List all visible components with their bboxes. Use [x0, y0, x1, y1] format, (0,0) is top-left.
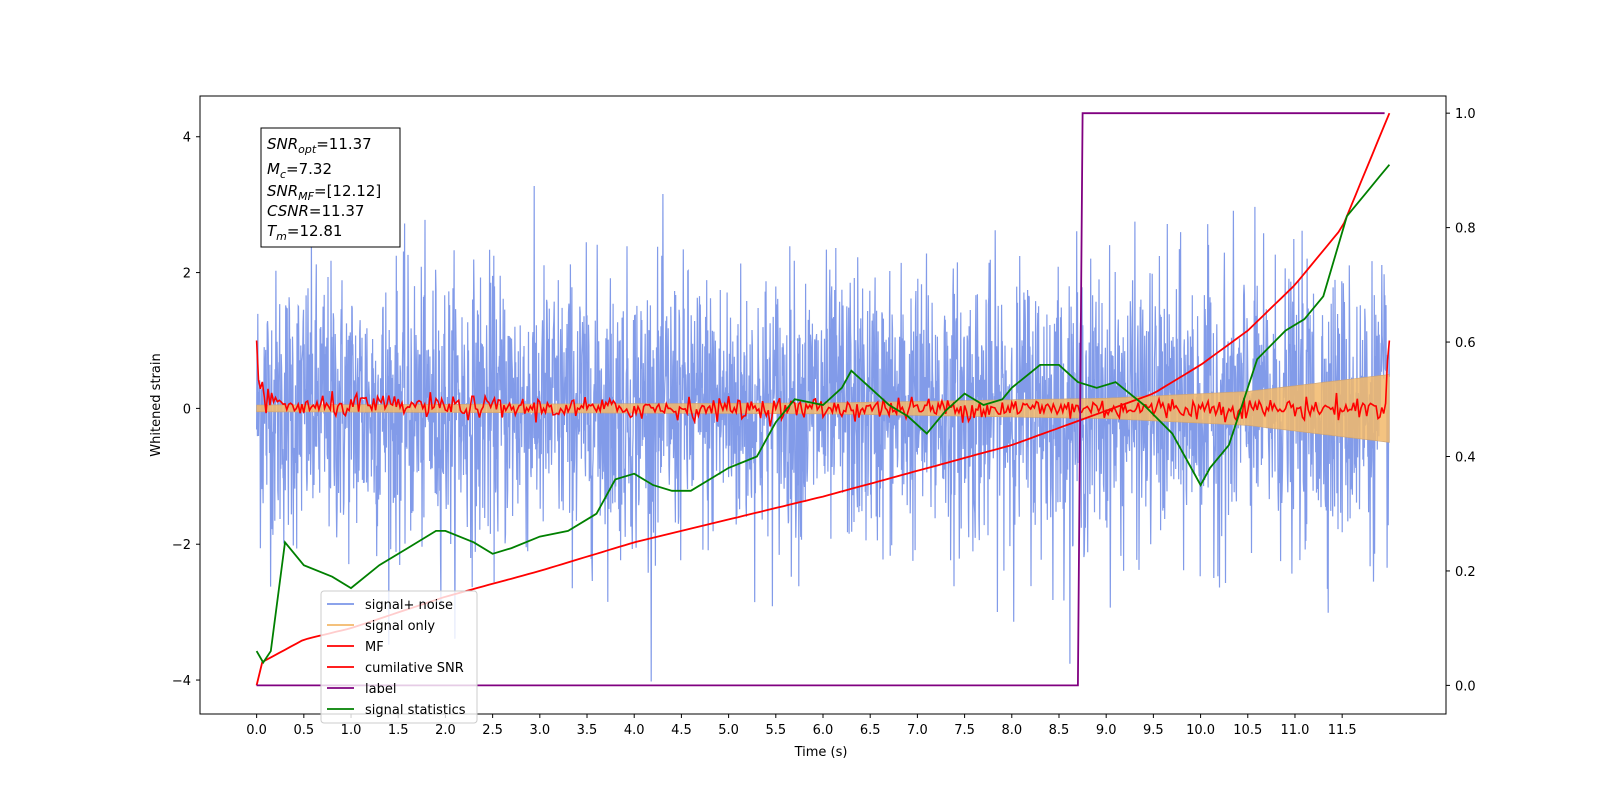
y-axis-label: Whitened strain: [149, 353, 164, 456]
series-label: [256, 112, 1385, 687]
x-tick-label: 0.5: [293, 723, 314, 738]
x-tick-label: 6.5: [860, 723, 881, 738]
series-signal-only: [256, 374, 1390, 443]
annotation-snr-mf-symbol: SNR: [267, 182, 298, 200]
x-tick-label: 8.0: [1001, 723, 1022, 738]
y2-tick-label: 0.4: [1455, 451, 1476, 466]
x-tick-label: 1.5: [388, 723, 409, 738]
x-tick-label: 3.0: [529, 723, 550, 738]
x-tick-label: 11.5: [1328, 723, 1357, 738]
x-tick-label: 2.0: [435, 723, 456, 738]
y-tick-label: 0: [183, 402, 191, 417]
x-tick-label: 5.5: [765, 723, 786, 738]
x-tick-label: 2.5: [482, 723, 503, 738]
axes-layer: 0.0 0.5 1.0 1.5 2.0 2.5 3.0 3.5 4.0 4.5 5.0 5.5 6.0 6…: [172, 107, 1476, 738]
legend-label-signal-statistics: signal statistics: [365, 703, 466, 718]
annotation-frame: [260, 127, 401, 248]
annotation-snr-opt-value: =11.37: [316, 135, 372, 153]
legend-label-signal-only: signal only: [365, 619, 435, 634]
y2-tick-label: 0.6: [1455, 336, 1476, 351]
x-tick-label: 5.0: [718, 723, 739, 738]
x-tick-label: 0.0: [246, 723, 267, 738]
annotation-snr-opt: SNRopt=11.37: [267, 135, 372, 156]
x-tick-label: 7.5: [954, 723, 975, 738]
annotation-tm-value: =12.81: [287, 222, 343, 240]
annotation-chirp-mass: Mc=7.32: [267, 160, 332, 181]
annotation-csnr-value: =11.37: [309, 202, 365, 220]
annotation-merger-time: Tm=12.81: [267, 222, 342, 243]
legend-label-cumulative-snr: cumilative SNR: [365, 661, 464, 676]
x-tick-label: 10.0: [1186, 723, 1215, 738]
annotation-box: SNRopt=11.37 Mc=7.32 SNRMF=[12.12] CSNR=…: [260, 127, 401, 248]
annotation-snr-opt-subscript: opt: [298, 143, 317, 156]
annotation-mc-subscript: c: [280, 168, 286, 181]
y2-tick-label: 1.0: [1455, 107, 1476, 122]
annotation-tm-symbol: T: [267, 222, 278, 240]
x-tick-label: 6.0: [813, 723, 834, 738]
x-tick-label: 7.0: [907, 723, 928, 738]
y-tick-label: −2: [172, 538, 191, 553]
legend: signal+ noise signal only MF cumilative …: [320, 590, 478, 724]
x-tick-label: 8.5: [1049, 723, 1070, 738]
annotation-snr-opt-symbol: SNR: [267, 135, 298, 153]
x-tick-label: 1.0: [341, 723, 362, 738]
legend-label-label: label: [365, 682, 396, 697]
y2-tick-label: 0.0: [1455, 679, 1476, 694]
annotation-snr-mf: SNRMF=[12.12]: [267, 182, 381, 203]
x-tick-label: 4.5: [671, 723, 692, 738]
x-tick-label: 10.5: [1233, 723, 1262, 738]
x-tick-label: 4.0: [624, 723, 645, 738]
annotation-snr-mf-value: =[12.12]: [314, 182, 381, 200]
y-tick-label: −4: [172, 674, 191, 689]
annotation-csnr: CSNR=11.37: [267, 202, 364, 220]
x-tick-label: 9.0: [1096, 723, 1117, 738]
annotation-mc-value: =7.32: [286, 160, 332, 178]
annotation-csnr-symbol: CSNR: [267, 202, 309, 220]
y2-tick-label: 0.2: [1455, 565, 1476, 580]
y-tick-label: 4: [183, 131, 191, 146]
annotation-tm-subscript: m: [276, 230, 287, 243]
legend-label-mf: MF: [365, 640, 384, 655]
x-tick-label: 9.5: [1143, 723, 1164, 738]
x-axis-label: Time (s): [794, 745, 848, 760]
y-tick-label: 2: [183, 267, 191, 282]
annotation-snr-mf-subscript: MF: [298, 190, 314, 203]
x-tick-label: 11.0: [1280, 723, 1309, 738]
y2-tick-label: 0.8: [1455, 222, 1476, 237]
x-tick-label: 3.5: [577, 723, 598, 738]
legend-frame: [320, 590, 478, 724]
series-mf: [255, 340, 1391, 427]
legend-label-signal-noise: signal+ noise: [365, 598, 453, 613]
series-signal-statistics: [255, 164, 1391, 665]
annotation-mc-symbol: M: [267, 160, 280, 178]
